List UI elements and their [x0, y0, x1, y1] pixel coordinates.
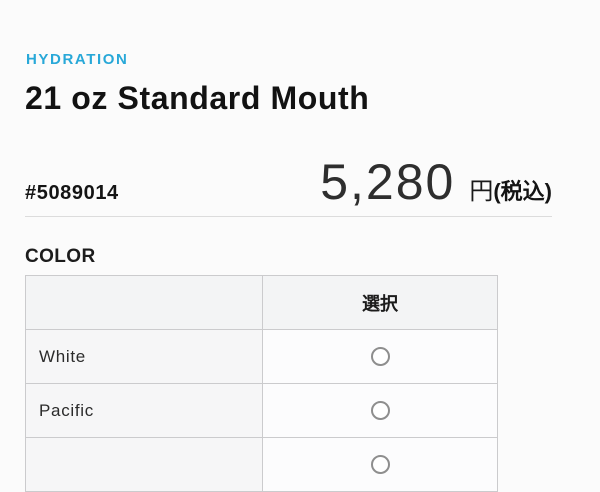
- product-sku: #5089014: [25, 182, 119, 204]
- color-name-cell: White: [25, 329, 263, 384]
- color-select-cell: [262, 437, 498, 492]
- color-select-cell: [262, 329, 498, 384]
- select-column-header: 選択: [262, 275, 498, 330]
- color-row-white: White: [25, 329, 498, 384]
- color-selection-table: 選択 White Pacific: [25, 275, 498, 492]
- color-radio-partial[interactable]: [370, 455, 390, 474]
- color-table-header-row: 選択: [25, 275, 498, 330]
- product-price: 5,280: [320, 154, 456, 210]
- color-radio-pacific[interactable]: [370, 401, 390, 420]
- color-name-column-header: [25, 275, 263, 330]
- price-group: 5,280 円 (税込): [320, 157, 552, 207]
- color-row-partial: [25, 437, 498, 492]
- color-select-cell: [262, 383, 498, 438]
- product-title: 21 oz Standard Mouth: [25, 80, 370, 116]
- product-category-label: HYDRATION: [26, 51, 129, 68]
- color-section-heading: COLOR: [25, 246, 96, 267]
- price-row: #5089014 5,280 円 (税込): [25, 157, 552, 217]
- color-name-cell: Pacific: [25, 383, 263, 438]
- color-row-pacific: Pacific: [25, 383, 498, 438]
- price-tax-note: (税込): [493, 179, 552, 204]
- color-name-cell: [25, 437, 263, 492]
- color-radio-white[interactable]: [370, 347, 390, 366]
- price-currency-unit: 円: [469, 178, 494, 205]
